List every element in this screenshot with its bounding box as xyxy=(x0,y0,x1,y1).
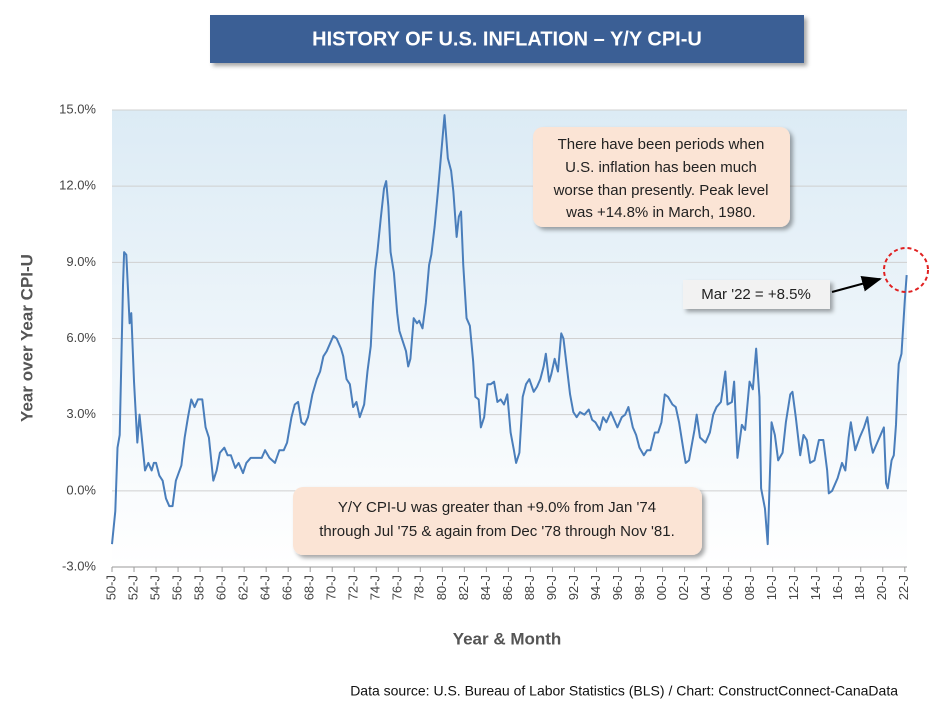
annotation-text: Mar '22 = +8.5% xyxy=(701,286,811,303)
x-tick-label: 86-J xyxy=(500,575,515,600)
annotation-box xyxy=(683,280,830,309)
x-tick-label: 82-J xyxy=(456,575,471,600)
x-tick-label: 70-J xyxy=(324,575,339,600)
x-tick-label: 68-J xyxy=(302,575,317,600)
annotation-text: worse than presently. Peak level xyxy=(553,182,769,199)
x-tick-label: 62-J xyxy=(236,575,251,600)
x-tick-label: 76-J xyxy=(390,575,405,600)
x-axis-title: Year & Month xyxy=(453,629,562,648)
x-tick-label: 94-J xyxy=(588,575,603,600)
title-banner xyxy=(210,15,804,63)
x-tick-label: 10-J xyxy=(764,575,779,600)
x-tick-label: 54-J xyxy=(147,575,162,600)
x-tick-label: 12-J xyxy=(786,575,801,600)
x-tick-label: 92-J xyxy=(566,575,581,600)
y-tick-label: 9.0% xyxy=(66,254,96,269)
x-tick-label: 96-J xyxy=(610,575,625,600)
x-tick-label: 18-J xyxy=(852,575,867,600)
x-tick-label: 00-J xyxy=(654,575,669,600)
x-tick-label: 02-J xyxy=(676,575,691,600)
chart-title: HISTORY OF U.S. INFLATION – Y/Y CPI-U xyxy=(312,28,702,50)
annotation-box xyxy=(293,487,702,555)
x-tick-label: 20-J xyxy=(874,575,889,600)
y-tick-label: 3.0% xyxy=(66,406,96,421)
annotation-text: U.S. inflation has been much xyxy=(565,159,757,176)
x-tick-label: 60-J xyxy=(214,575,229,600)
x-tick-label: 56-J xyxy=(170,575,185,600)
y-tick-label: 0.0% xyxy=(66,482,96,497)
annotation-text: There have been periods when xyxy=(558,136,765,153)
x-tick-label: 52-J xyxy=(125,575,140,600)
plot xyxy=(111,114,908,546)
arrow xyxy=(831,275,882,293)
x-tick-label: 72-J xyxy=(346,575,361,600)
x-tick-label: 90-J xyxy=(544,575,559,600)
y-tick-label: -3.0% xyxy=(62,558,96,573)
x-tick-label: 80-J xyxy=(434,575,449,600)
annotation-text: through Jul '75 & again from Dec '78 thr… xyxy=(319,523,674,540)
annotation-text: was +14.8% in March, 1980. xyxy=(565,204,756,221)
x-tick-label: 58-J xyxy=(192,575,207,600)
x-tick-label: 64-J xyxy=(258,575,273,600)
x-tick-label: 74-J xyxy=(368,575,383,600)
x-tick-label: 50-J xyxy=(103,575,118,600)
x-tick-label: 66-J xyxy=(280,575,295,600)
line-series xyxy=(111,114,908,546)
x-tick-label: 14-J xyxy=(808,575,823,600)
x-tick-label: 08-J xyxy=(742,575,757,600)
x-tick-label: 16-J xyxy=(830,575,845,600)
y-axis-title: Year over Year CPI-U xyxy=(17,254,36,422)
x-tick-label: 84-J xyxy=(478,575,493,600)
annotation-box xyxy=(533,127,790,227)
y-tick-label: 12.0% xyxy=(59,178,96,193)
x-tick-label: 88-J xyxy=(522,575,537,600)
y-tick-label: 6.0% xyxy=(66,330,96,345)
annotation-text: Y/Y CPI-U was greater than +9.0% from Ja… xyxy=(338,499,656,516)
y-tick-label: 15.0% xyxy=(59,101,96,116)
highlight-circle xyxy=(883,247,929,293)
x-tick-label: 78-J xyxy=(412,575,427,600)
x-tick-label: 98-J xyxy=(632,575,647,600)
source-note: Data source: U.S. Bureau of Labor Statis… xyxy=(350,683,898,699)
x-tick-label: 22-J xyxy=(896,575,911,600)
x-tick-label: 06-J xyxy=(720,575,735,600)
x-tick-label: 04-J xyxy=(698,575,713,600)
